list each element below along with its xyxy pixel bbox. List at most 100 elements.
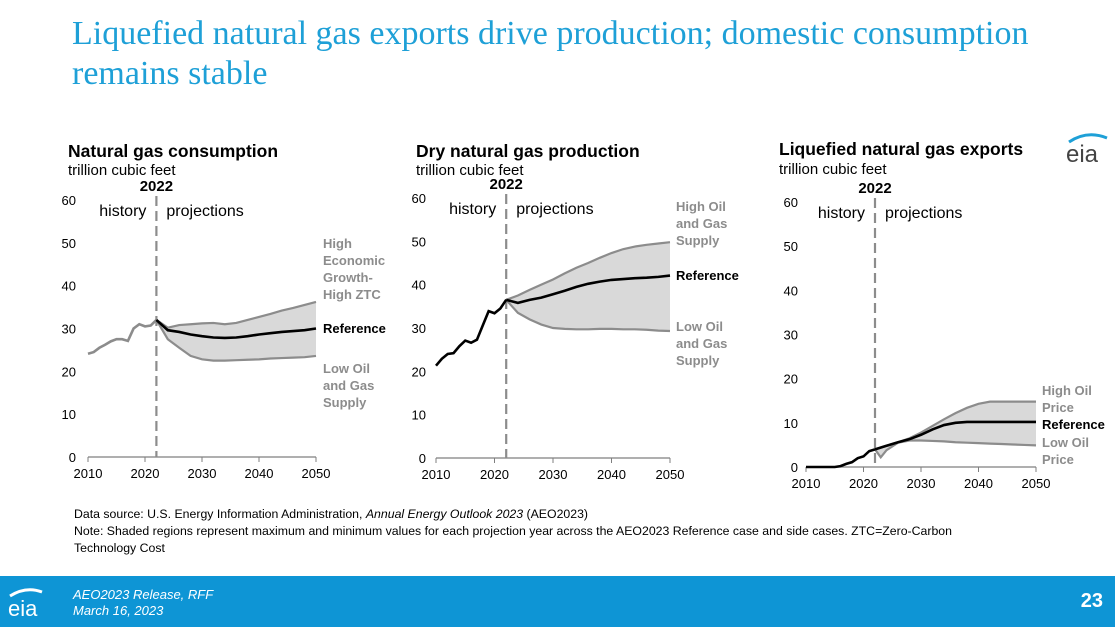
series-label-c1_lower: Supply [323, 395, 367, 410]
y-tick-label: 0 [791, 460, 798, 475]
history-line [87, 319, 158, 356]
chart-consumption: Natural gas consumption trillion cubic f… [50, 138, 410, 488]
series-label-c1_lower: and Gas [323, 378, 374, 393]
series-label-c1_upper: Economic [323, 253, 385, 268]
x-tick-label: 2030 [907, 476, 936, 488]
x-tick-label: 2040 [964, 476, 993, 488]
series-label-reference: Reference [1042, 417, 1105, 432]
chart-production: Dry natural gas production trillion cubi… [398, 138, 758, 488]
footer-event: AEO2023 Release, RFF [73, 587, 214, 602]
reference-line [505, 274, 671, 305]
x-tick-label: 2050 [1022, 476, 1051, 488]
series-label-c3_upper: Price [1042, 400, 1074, 415]
reference-line [874, 420, 1036, 451]
chart-lng-exports: Liquefied natural gas exports trillion c… [768, 138, 1113, 488]
series-label-reference: Reference [323, 321, 386, 336]
series-label-c1_lower: Low Oil [323, 361, 370, 376]
x-tick-label: 2040 [597, 467, 626, 482]
x-tick-label: 2050 [302, 466, 331, 481]
series-label-c3_upper: High Oil [1042, 383, 1092, 398]
chart-unit: trillion cubic feet [68, 162, 176, 179]
reference-line [155, 318, 317, 340]
series-label-c1_upper: High [323, 236, 352, 251]
divider-year-label: 2022 [490, 176, 523, 193]
series-line-upper [505, 241, 671, 301]
series-label-c1_upper: Growth- [323, 270, 373, 285]
source-notes: Data source: U.S. Energy Information Adm… [74, 506, 974, 557]
history-label: history [818, 205, 865, 222]
y-tick-label: 0 [69, 450, 76, 465]
x-tick-label: 2010 [422, 467, 451, 482]
x-tick-label: 2010 [74, 466, 103, 481]
y-tick-label: 40 [784, 283, 798, 298]
footer-text: AEO2023 Release, RFF March 16, 2023 [73, 587, 213, 619]
series-label-c2_lower: and Gas [676, 336, 727, 351]
series-line-lower [874, 439, 1037, 460]
x-tick-label: 2020 [131, 466, 160, 481]
projections-label: projections [516, 201, 593, 218]
y-tick-label: 30 [412, 321, 426, 336]
projection-range-band [875, 401, 1036, 458]
series-line-upper [155, 300, 317, 329]
projection-range-band [156, 301, 316, 361]
eia-footer-logo: eia [8, 588, 43, 620]
series-label-c2_upper: Supply [676, 233, 720, 248]
projections-label: projections [885, 205, 962, 222]
slide-title: Liquefied natural gas exports drive prod… [72, 15, 1029, 92]
y-tick-label: 50 [784, 239, 798, 254]
divider-year-label: 2022 [858, 180, 891, 197]
y-tick-label: 50 [412, 234, 426, 249]
y-tick-label: 10 [784, 416, 798, 431]
eia-logo-text: eia [8, 596, 38, 620]
y-tick-label: 30 [784, 328, 798, 343]
projections-label: projections [166, 203, 243, 220]
chart-title: Dry natural gas production [416, 141, 640, 161]
y-tick-label: 20 [62, 364, 76, 379]
y-tick-label: 0 [419, 451, 426, 466]
x-tick-label: 2010 [792, 476, 821, 488]
series-label-c2_upper: High Oil [676, 199, 726, 214]
y-tick-label: 10 [412, 408, 426, 423]
history-line [435, 299, 508, 367]
y-tick-label: 30 [62, 322, 76, 337]
x-tick-label: 2030 [539, 467, 568, 482]
x-tick-label: 2050 [656, 467, 685, 482]
footer-date: March 16, 2023 [73, 603, 164, 618]
y-tick-label: 60 [412, 191, 426, 206]
chart-unit: trillion cubic feet [779, 161, 887, 178]
y-tick-label: 50 [62, 236, 76, 251]
history-line [806, 448, 876, 469]
eia-logo: eia [1066, 133, 1108, 168]
x-tick-label: 2020 [480, 467, 509, 482]
footer-bar: eia AEO2023 Release, RFF March 16, 2023 … [0, 576, 1115, 627]
projection-range-band [506, 242, 670, 332]
series-label-c2_lower: Supply [676, 353, 720, 368]
history-label: history [449, 201, 496, 218]
y-tick-label: 20 [412, 364, 426, 379]
x-tick-label: 2040 [245, 466, 274, 481]
series-label-c2_lower: Low Oil [676, 319, 723, 334]
divider-year-label: 2022 [140, 178, 173, 195]
page-number: 23 [1080, 590, 1103, 612]
note-text: Note: Shaded regions represent maximum a… [74, 524, 952, 555]
x-tick-label: 2030 [188, 466, 217, 481]
series-label-c2_upper: and Gas [676, 216, 727, 231]
chart-title: Natural gas consumption [68, 141, 279, 161]
series-line-lower [155, 319, 317, 362]
series-label-reference: Reference [676, 268, 739, 283]
series-label-c3_lower: Low Oil [1042, 435, 1089, 450]
series-label-c1_upper: High ZTC [323, 287, 381, 302]
data-source: Data source: U.S. Energy Information Adm… [74, 507, 589, 521]
y-tick-label: 60 [784, 195, 798, 210]
eia-logo-text: eia [1066, 141, 1099, 168]
y-tick-label: 10 [62, 407, 76, 422]
x-tick-label: 2020 [849, 476, 878, 488]
chart-title: Liquefied natural gas exports [779, 139, 1024, 159]
chart-unit: trillion cubic feet [416, 162, 524, 179]
y-tick-label: 40 [412, 278, 426, 293]
series-line-lower [505, 299, 671, 333]
y-tick-label: 40 [62, 279, 76, 294]
